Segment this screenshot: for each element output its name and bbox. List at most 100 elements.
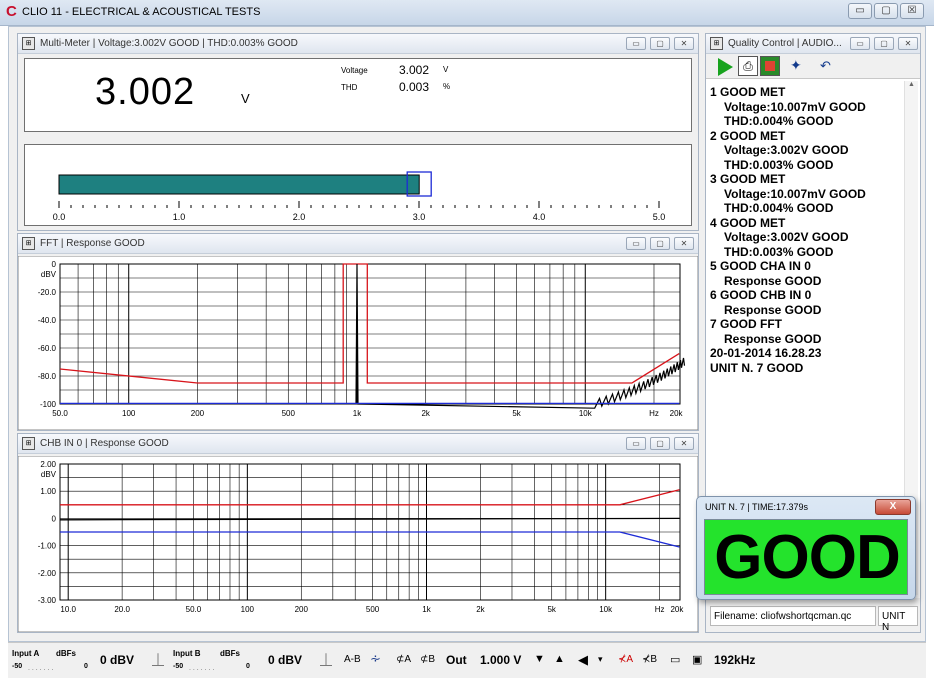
- generator-icon[interactable]: ∻: [370, 651, 381, 666]
- child-maximize-button[interactable]: ▢: [650, 37, 670, 50]
- output-down-icon[interactable]: ▼: [534, 653, 545, 665]
- chart-background: [18, 456, 698, 632]
- thd-value: 0.003: [399, 80, 430, 94]
- x-tick-label: 200: [295, 605, 309, 614]
- child-close-button[interactable]: ✕: [674, 37, 694, 50]
- input-b-min: -50: [173, 663, 184, 670]
- qc-result-line: THD:0.003% GOOD: [724, 244, 834, 259]
- qc-result-line: Voltage:3.002V GOOD: [724, 230, 849, 244]
- close-button[interactable]: ☒: [900, 3, 924, 19]
- qc-result-line: UNIT N. 7 GOOD: [710, 360, 804, 375]
- phase-b-button[interactable]: ⊄B: [420, 654, 436, 665]
- output-up-icon[interactable]: ▲: [554, 653, 565, 665]
- y-tick-label: -60.0: [38, 344, 57, 353]
- x-tick-label: 200: [191, 409, 205, 418]
- minimize-button[interactable]: ▭: [848, 3, 872, 19]
- child-minimize-button[interactable]: ▭: [626, 237, 646, 250]
- child-close-button[interactable]: ✕: [898, 37, 918, 50]
- child-close-button[interactable]: ✕: [674, 437, 694, 450]
- input-a-unit: dBFs: [56, 649, 76, 658]
- child-minimize-button[interactable]: ▭: [850, 37, 870, 50]
- x-tick-label: 20k: [670, 409, 684, 418]
- fft-titlebar[interactable]: ⊞ FFT | Response GOOD ▭ ▢ ✕: [18, 234, 698, 254]
- y-tick-label: -1.00: [38, 542, 57, 551]
- y-tick-label: -2.00: [38, 569, 57, 578]
- title-bar: C CLIO 11 - ELECTRICAL & ACOUSTICAL TEST…: [0, 0, 934, 26]
- speaker-icon[interactable]: ◀: [578, 652, 588, 667]
- multimeter-titlebar[interactable]: ⊞ Multi-Meter | Voltage:3.002V GOOD | TH…: [18, 34, 698, 54]
- unit-field[interactable]: UNIT N: [878, 606, 918, 633]
- popup-close-button[interactable]: X: [875, 499, 911, 515]
- qc-result-line: 3 GOOD MET: [710, 172, 786, 186]
- mute-b-button[interactable]: ⊀B: [642, 654, 658, 665]
- level-bar: [58, 174, 420, 195]
- x-tick-label: 20.0: [114, 605, 130, 614]
- x-tick-label: 5k: [512, 409, 521, 418]
- qc-result-line: 5 GOOD CHA IN 0: [710, 259, 811, 273]
- chb-response: [59, 517, 680, 521]
- y-tick-label: -20.0: [38, 288, 57, 297]
- qc-scrollbar[interactable]: ▲: [904, 81, 918, 595]
- fft-title: FFT | Response GOOD: [40, 238, 145, 249]
- child-maximize-button[interactable]: ▢: [874, 37, 894, 50]
- fft-icon: ⊞: [22, 237, 35, 250]
- x-tick-label: Hz: [649, 409, 659, 418]
- mute-a-button[interactable]: ⊀A: [618, 654, 634, 665]
- x-tick-label: 500: [282, 409, 296, 418]
- thd-label: THD: [341, 83, 358, 92]
- chb-titlebar[interactable]: ⊞ CHB IN 0 | Response GOOD ▭ ▢ ✕: [18, 434, 698, 454]
- status-toolbar: Input A dBFs -50 . . . . . . . 0 0 dBV ⏊…: [8, 642, 926, 678]
- bar-scale-label: 3.0: [413, 212, 426, 222]
- child-close-button[interactable]: ✕: [674, 237, 694, 250]
- y-tick-label: 0: [52, 514, 57, 523]
- print-icon[interactable]: ⎙: [738, 56, 758, 76]
- fft-chart[interactable]: 0 -20.0 -40.0 -60.0 -80.0 -100 dBV 50.0 100 200 50…: [18, 256, 698, 430]
- output-level[interactable]: 1.000 V: [480, 653, 522, 667]
- input-b-coupling-icon[interactable]: ⏊: [320, 653, 333, 667]
- peak-marker: [406, 171, 432, 197]
- report-icon[interactable]: [760, 56, 780, 76]
- qc-result-line: Response GOOD: [724, 302, 822, 317]
- settings-icon[interactable]: ✦: [790, 57, 802, 73]
- big-reading: 3.002: [95, 71, 196, 113]
- input-a-coupling-icon[interactable]: ⏊: [152, 653, 165, 667]
- child-minimize-button[interactable]: ▭: [626, 37, 646, 50]
- undo-icon[interactable]: ↶: [820, 58, 831, 73]
- x-tick-label: 10k: [599, 605, 613, 614]
- input-a-meter: . . . . . . .: [28, 665, 54, 672]
- qc-result-line: 6 GOOD CHB IN 0: [710, 288, 812, 302]
- chb-icon: ⊞: [22, 437, 35, 450]
- sample-rate[interactable]: 192kHz: [714, 653, 756, 667]
- play-icon[interactable]: [718, 58, 733, 76]
- input-a-level[interactable]: 0 dBV: [100, 653, 135, 667]
- input-a-max: 0: [84, 663, 88, 670]
- y-tick-label: 0: [52, 260, 57, 269]
- device-icon[interactable]: ▣: [692, 654, 703, 666]
- chb-chart[interactable]: 2.00 1.00 0 -1.00 -2.00 -3.00 dBV 10.0 20.0 50.0 1…: [18, 456, 698, 632]
- qc-result-line: Voltage:10.007mV GOOD: [724, 99, 866, 114]
- x-tick-label: 500: [366, 605, 380, 614]
- child-minimize-button[interactable]: ▭: [626, 437, 646, 450]
- multimeter-bar-panel: 0.0 1.0 2.0 3.0 4.0 5.0: [24, 144, 692, 226]
- io-box-icon[interactable]: ▭: [670, 654, 681, 666]
- qc-result-line: Response GOOD: [724, 331, 822, 346]
- input-b-unit: dBFs: [220, 649, 240, 658]
- voltage-label: Voltage: [341, 66, 368, 75]
- window-title: CLIO 11 - ELECTRICAL & ACOUSTICAL TESTS: [22, 6, 261, 18]
- output-label: Out: [446, 653, 467, 667]
- x-tick-label: 2k: [476, 605, 485, 614]
- x-tick-label: Hz: [655, 605, 665, 614]
- child-maximize-button[interactable]: ▢: [650, 437, 670, 450]
- x-tick-label: 1k: [353, 409, 362, 418]
- bar-scale-label: 2.0: [293, 212, 306, 222]
- maximize-button[interactable]: ▢: [874, 3, 898, 19]
- x-tick-label: 10k: [579, 409, 593, 418]
- speaker-dropdown-icon[interactable]: ▾: [598, 654, 603, 664]
- input-b-level[interactable]: 0 dBV: [268, 653, 303, 667]
- child-maximize-button[interactable]: ▢: [650, 237, 670, 250]
- fft-spectrum: [355, 263, 686, 409]
- y-tick-label: -80.0: [38, 372, 57, 381]
- phase-a-button[interactable]: ⊄A: [396, 654, 412, 665]
- qc-titlebar[interactable]: ⊞ Quality Control | AUDIO... ▭ ▢ ✕: [706, 34, 920, 54]
- a-minus-b-button[interactable]: A-B: [344, 654, 361, 665]
